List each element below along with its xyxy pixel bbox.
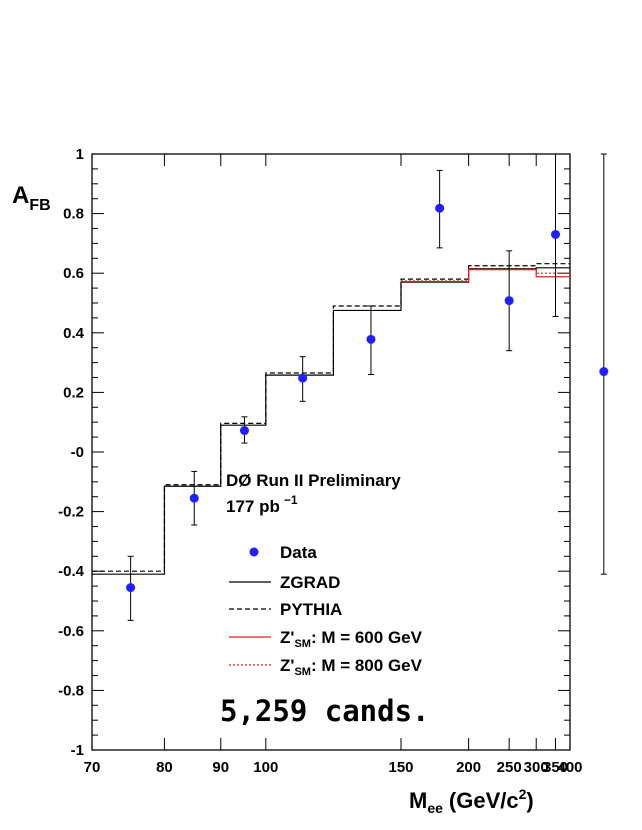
candidate-count: 5,259 cands. — [220, 694, 430, 728]
data-point — [126, 583, 136, 593]
annotation-lumi: 177 pb — [226, 497, 280, 516]
data-point — [298, 373, 308, 383]
legend-zprime-600-name: Z' — [280, 628, 294, 647]
y-tick-label: -0.2 — [58, 504, 84, 521]
y-tick-label: 1 — [76, 146, 84, 163]
legend-label-zprime-800: Z'SM: M = 800 GeV — [280, 656, 423, 678]
data-points — [126, 153, 609, 621]
x-tick-label: 70 — [84, 759, 101, 776]
y-axis-title-main: A — [12, 182, 29, 209]
x-axis-title-main: M — [409, 788, 427, 813]
y-tick-label: -0.6 — [58, 623, 84, 640]
series-line-0 — [92, 267, 570, 575]
x-tick-label: 80 — [156, 759, 173, 776]
y-tick-label: -0 — [71, 444, 84, 461]
y-axis: -1 -0.8 -0.6 -0.4 -0.2 -0 0.2 0.4 0.6 0.8 1 — [58, 146, 570, 759]
series-layer — [92, 263, 570, 575]
legend-zprime-600-sub: SM — [294, 638, 311, 650]
annotation-line2: 177 pb −1 — [226, 493, 298, 516]
y-tick-label: -0.8 — [58, 682, 84, 699]
y-axis-title-sub: FB — [29, 197, 50, 214]
x-tick-label: 400 — [557, 759, 582, 776]
data-point — [239, 426, 249, 436]
y-tick-label: 0.4 — [63, 325, 85, 342]
legend-zprime-800-name: Z' — [280, 656, 294, 675]
x-tick-label: 100 — [253, 759, 278, 776]
data-point — [435, 203, 445, 213]
series-line-1 — [92, 263, 570, 572]
x-tick-label: 250 — [497, 759, 522, 776]
legend-label-zprime-600: Z'SM: M = 600 GeV — [280, 628, 423, 650]
x-axis-title: Mee (GeV/c2) — [409, 786, 534, 816]
x-tick-label: 90 — [212, 759, 229, 776]
y-tick-label: -0.4 — [58, 563, 85, 580]
annotation-line1: DØ Run II Preliminary — [226, 471, 401, 490]
y-axis-title: AFB — [12, 182, 51, 214]
legend-zprime-600-mass: : M = 600 GeV — [311, 628, 423, 647]
y-tick-label: 0.2 — [63, 384, 84, 401]
legend: Data ZGRAD PYTHIA Z'SM: M = 600 GeV Z'SM… — [229, 543, 423, 678]
y-tick-label: -1 — [71, 742, 84, 759]
x-tick-label: 150 — [388, 759, 413, 776]
legend-marker-data — [249, 547, 259, 557]
data-point — [504, 296, 514, 306]
y-tick-label: 0.8 — [63, 206, 84, 223]
data-point — [551, 229, 561, 239]
x-tick-label: 300 — [524, 759, 549, 776]
legend-label-zgrad: ZGRAD — [280, 573, 340, 592]
x-axis-title-unit: (GeV/c — [449, 788, 519, 813]
legend-label-data: Data — [280, 543, 317, 562]
legend-label-pythia: PYTHIA — [280, 600, 342, 619]
data-point — [189, 493, 199, 503]
annotation-lumi-sup: −1 — [284, 493, 298, 507]
y-tick-label: 0.6 — [63, 265, 84, 282]
x-tick-label: 350 — [543, 759, 568, 776]
data-point — [599, 367, 609, 377]
legend-zprime-800-sub: SM — [294, 666, 311, 678]
x-axis-title-unit-end: ) — [526, 788, 533, 813]
series-line-3 — [401, 268, 570, 282]
x-tick-label: 200 — [456, 759, 481, 776]
data-point — [366, 334, 376, 344]
annotation: DØ Run II Preliminary 177 pb −1 — [226, 471, 401, 516]
x-axis-title-unit-sup: 2 — [519, 786, 527, 802]
legend-zprime-800-mass: : M = 800 GeV — [311, 656, 423, 675]
x-axis-title-sub: ee — [427, 800, 443, 816]
